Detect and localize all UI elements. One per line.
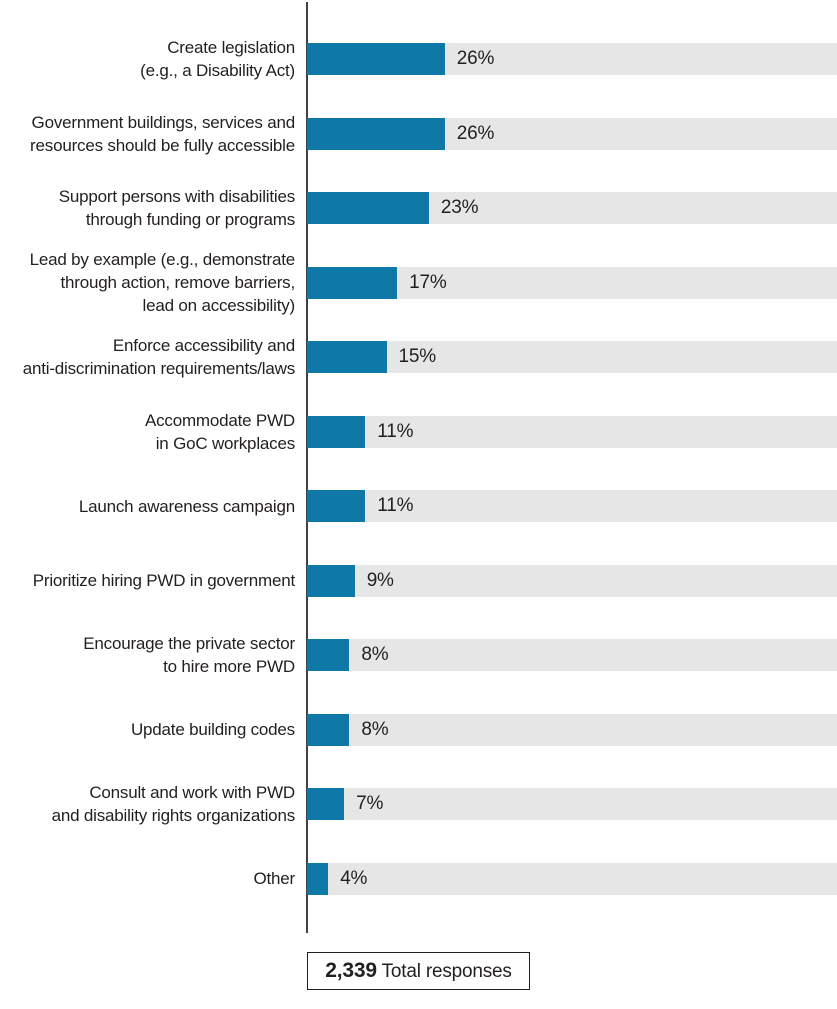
- chart-footer: 2,339 Total responses: [0, 933, 837, 1009]
- bar-fill: [307, 490, 366, 523]
- bar-track: 8%: [307, 713, 837, 746]
- value-label: 26%: [456, 48, 495, 70]
- category-label: Accommodate PWD in GoC workplaces: [144, 410, 295, 453]
- category-label: Encourage the private sector to hire mor…: [83, 634, 295, 677]
- bar-track: 7%: [307, 788, 837, 821]
- value-label: 15%: [398, 346, 437, 368]
- bar-chart: Create legislation (e.g., a Disability A…: [0, 2, 837, 933]
- bar-row: Consult and work with PWD and disability…: [0, 767, 837, 842]
- bar-fill: [307, 266, 398, 299]
- bar-track: 17%: [307, 266, 837, 299]
- bar-fill: [307, 341, 387, 374]
- bar-row: Update building codes 8%: [0, 693, 837, 768]
- bar-fill: [307, 713, 350, 746]
- bar-row: Enforce accessibility and anti-discrimin…: [0, 320, 837, 395]
- bar-row: Accommodate PWD in GoC workplaces 11%: [0, 395, 837, 470]
- bar-fill: [307, 862, 329, 895]
- category-label: Government buildings, services and resou…: [30, 112, 295, 155]
- bar-fill: [307, 117, 445, 150]
- total-responses-box: 2,339 Total responses: [307, 952, 530, 990]
- category-label: Prioritize hiring PWD in government: [32, 571, 295, 591]
- y-axis-line: [306, 2, 308, 933]
- bar-row: Other 4%: [0, 842, 837, 917]
- bar-fill: [307, 43, 445, 76]
- category-label: Consult and work with PWD and disability…: [51, 783, 296, 826]
- bar-track: 15%: [307, 341, 837, 374]
- category-label: Lead by example (e.g., demonstrate throu…: [29, 250, 296, 316]
- value-label: 11%: [377, 420, 414, 442]
- bar-fill: [307, 415, 366, 448]
- bar-row: Government buildings, services and resou…: [0, 97, 837, 172]
- bar-track: 23%: [307, 192, 837, 225]
- bar-track: 26%: [307, 117, 837, 150]
- bar-track: 11%: [307, 490, 837, 523]
- bar-fill: [307, 564, 355, 597]
- bar-rows: Create legislation (e.g., a Disability A…: [0, 22, 837, 916]
- total-responses-count: 2,339: [325, 959, 377, 982]
- category-label: Create legislation (e.g., a Disability A…: [140, 38, 295, 81]
- category-label: Update building codes: [130, 720, 295, 740]
- bar-track: 26%: [307, 43, 837, 76]
- bar-row: Launch awareness campaign 11%: [0, 469, 837, 544]
- bar-track: 4%: [307, 862, 837, 895]
- bar-track: 9%: [307, 564, 837, 597]
- bar-row: Encourage the private sector to hire mor…: [0, 618, 837, 693]
- bar-fill: [307, 639, 350, 672]
- value-label: 11%: [377, 495, 414, 517]
- value-label: 26%: [456, 122, 495, 144]
- category-label: Support persons with disabilities throug…: [58, 187, 295, 230]
- value-label: 8%: [361, 644, 389, 666]
- value-label: 23%: [440, 197, 479, 219]
- value-label: 7%: [356, 793, 384, 815]
- bar-row: Lead by example (e.g., demonstrate throu…: [0, 246, 837, 321]
- category-label: Enforce accessibility and anti-discrimin…: [22, 336, 295, 379]
- bar-row: Prioritize hiring PWD in government 9%: [0, 544, 837, 619]
- bar-row: Create legislation (e.g., a Disability A…: [0, 22, 837, 97]
- category-label: Launch awareness campaign: [78, 496, 295, 516]
- category-label: Other: [253, 869, 295, 889]
- bar-fill: [307, 192, 429, 225]
- bar-fill: [307, 788, 345, 821]
- value-label: 4%: [340, 867, 368, 889]
- value-label: 8%: [361, 718, 389, 740]
- bar-track: 8%: [307, 639, 837, 672]
- value-label: 17%: [409, 271, 447, 293]
- value-label: 9%: [366, 569, 394, 591]
- bar-row: Support persons with disabilities throug…: [0, 171, 837, 246]
- total-responses-label: Total responses: [381, 961, 512, 982]
- bar-track: 11%: [307, 415, 837, 448]
